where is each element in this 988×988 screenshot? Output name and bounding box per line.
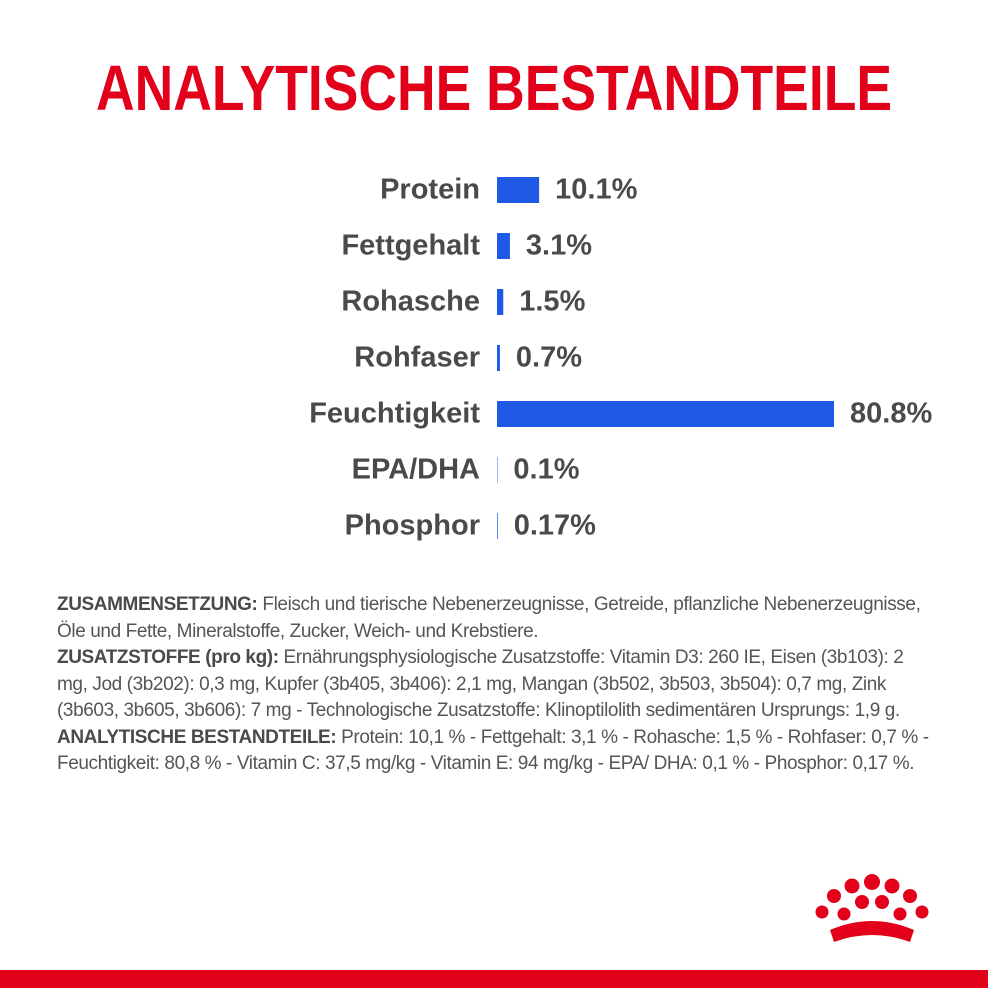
bar (497, 289, 504, 315)
value-label: 0.17% (514, 510, 596, 542)
bar (497, 177, 540, 203)
logo (815, 874, 929, 942)
bar (497, 345, 500, 371)
chart: ANALYTISCHE BESTANDTEILE Protein 10.1% Fet… (96, 52, 932, 542)
paragraph-label: ZUSATZSTOFFE (pro kg): (57, 647, 279, 668)
paragraph: ANALYTISCHE BESTANDTEILE: Protein: 10,1 … (57, 725, 937, 778)
chart-title: ANALYTISCHE BESTANDTEILE (96, 52, 892, 124)
category-label: Phosphor (345, 510, 480, 542)
bar (497, 513, 498, 539)
category-label: EPA/DHA (352, 454, 480, 486)
value-label: 10.1% (555, 174, 637, 206)
composition-text: ZUSAMMENSETZUNG: Fleisch und tierische N… (57, 592, 937, 778)
category-label: Rohasche (341, 286, 480, 318)
value-label: 0.1% (513, 454, 579, 486)
paragraph-label: ANALYTISCHE BESTANDTEILE: (57, 726, 337, 748)
paragraph-label: ZUSAMMENSETZUNG: (57, 594, 258, 615)
bar (497, 401, 834, 427)
paragraph-text: Ernährungsphysiologische Zusatzstoffe: V… (57, 647, 904, 721)
paragraph: ZUSATZSTOFFE (pro kg): Ernährungsphysiol… (57, 645, 937, 725)
paragraph-text: Protein: 10,1 % - Fettgehalt: 3,1 % - Ro… (57, 726, 929, 775)
category-label: Fettgehalt (341, 230, 480, 262)
value-label: 3.1% (526, 230, 592, 262)
value-label: 1.5% (519, 286, 585, 318)
category-label: Rohfaser (354, 342, 480, 374)
category-label: Feuchtigkeit (309, 398, 480, 430)
paragraph-text: Fleisch und tierische Nebenerzeugnisse, … (57, 594, 921, 642)
footer-bar (0, 970, 988, 988)
category-label: Protein (380, 174, 480, 206)
value-label: 80.8% (850, 398, 932, 430)
paragraph: ZUSAMMENSETZUNG: Fleisch und tierische N… (57, 592, 937, 645)
value-label: 0.7% (516, 342, 582, 374)
bar (497, 233, 510, 259)
